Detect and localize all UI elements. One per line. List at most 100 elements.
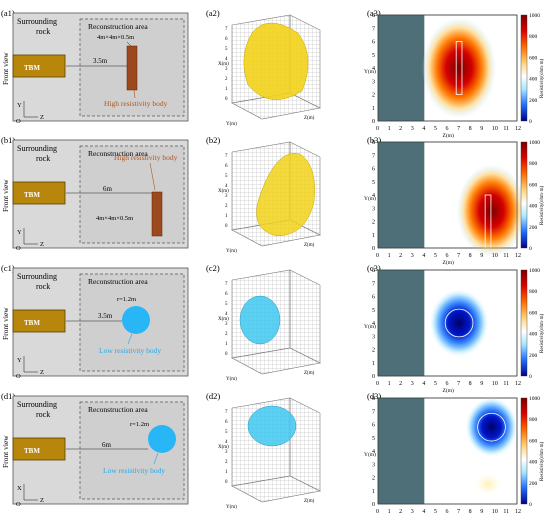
tbm-label: TBM [24, 447, 40, 455]
slice-ytick: 2 [372, 348, 375, 354]
body-label: Low resistivity body [103, 466, 165, 475]
leader-line [149, 162, 156, 191]
slice-xtick: 2 [399, 126, 402, 132]
slice-ytick: 6 [372, 423, 375, 429]
colorbar [520, 269, 528, 377]
slice-ytick: 8 [372, 268, 375, 274]
anomaly [428, 288, 490, 358]
slice-ytick: 7 [372, 281, 375, 287]
slice-ytick: 5 [372, 308, 375, 314]
body-label: High resistivity body [104, 99, 168, 108]
colorbar-tick: 0 [529, 374, 532, 380]
cube-face [231, 475, 321, 503]
slice-ytick: 2 [372, 476, 375, 482]
tbm-block [12, 54, 66, 78]
anomaly-faint [471, 470, 505, 498]
volume-3d: X(m) Y(m) Z(m) 7 6 5 4 3 2 1 0 [218, 14, 321, 127]
colorbar [520, 397, 528, 505]
axis3d-tick: 0 [225, 224, 228, 229]
axis3d-tick: 7 [225, 410, 228, 415]
tbm-block [12, 437, 66, 461]
cube-face [231, 347, 321, 375]
true-body-outline [444, 308, 474, 338]
slice-ytick: 3 [372, 79, 375, 85]
slice-frame [377, 141, 518, 249]
axis3d-tick: 2 [225, 460, 228, 465]
colorbar-tick: 600 [529, 310, 538, 316]
tbm-region [378, 398, 425, 504]
surrounding-label: rock [36, 282, 50, 291]
slice-xtick: 3 [411, 509, 414, 513]
anomaly [456, 164, 527, 258]
slice-ytick: 8 [372, 140, 375, 146]
axis3d-tick: 3 [225, 322, 228, 327]
slice-xtick: 7 [457, 253, 460, 259]
axis3d-y-label: Y(m) [226, 377, 237, 382]
reconstruction-label: Reconstruction area [88, 149, 148, 158]
slice-xlabel: Z(m) [443, 387, 454, 394]
axis-label-v: Y [17, 357, 22, 364]
axis3d-tick: 4 [225, 312, 228, 317]
leader-line [127, 333, 133, 345]
slice-xtick: 4 [422, 381, 425, 387]
slice-ytick: 1 [372, 489, 375, 495]
slice-ytick: 6 [372, 40, 375, 46]
slice-ytick: 6 [372, 295, 375, 301]
axis3d-x-label: X(m) [218, 317, 229, 322]
colorbar-tick: 800 [529, 34, 538, 40]
slice-frame [377, 397, 518, 505]
axis3d-tick: 5 [225, 174, 228, 179]
anomaly [422, 17, 497, 119]
axis3d-z-label: Z(m) [304, 371, 315, 376]
reconstruction-label: Reconstruction area [88, 405, 148, 414]
front-view-label: Front view [1, 307, 10, 340]
panel-label: (b2) [206, 135, 220, 145]
slice-xtick: 10 [492, 509, 498, 513]
slice-xtick: 7 [457, 381, 460, 387]
colorbar [520, 14, 528, 122]
slice-ytick: 4 [372, 449, 375, 455]
distance-label: 6m [103, 185, 113, 193]
slice-ytick: 0 [372, 246, 375, 252]
colorbar-tick: 0 [529, 246, 532, 252]
volume-3d: X(m) Y(m) Z(m) 7 6 5 4 3 2 1 0 [218, 397, 321, 510]
body-label: Low resistivity body [99, 346, 161, 355]
axis3d-tick: 4 [225, 440, 228, 445]
axis3d-tick: 6 [225, 420, 228, 425]
slice-ytick: 3 [372, 206, 375, 212]
slice-ytick: 2 [372, 220, 375, 226]
volume-3d: X(m) Y(m) Z(m) 7 6 5 4 3 2 1 0 [218, 269, 321, 382]
colorbar-tick: 800 [529, 417, 538, 423]
high-resistivity-body [151, 191, 163, 237]
leader-line [153, 452, 159, 465]
leader-line [126, 41, 132, 47]
surrounding-label: rock [36, 154, 50, 163]
axis-origin: O [16, 118, 21, 125]
slice-xtick: 11 [503, 381, 509, 387]
axis3d-tick: 0 [225, 480, 228, 485]
reconstruction-area [79, 145, 185, 244]
front-view-label: Front view [1, 52, 10, 85]
slice-xtick: 12 [515, 381, 521, 387]
slice-ytick: 4 [372, 193, 375, 199]
slice-xtick: 5 [434, 126, 437, 132]
slice-xtick: 2 [399, 253, 402, 259]
slice-xtick: 9 [480, 253, 483, 259]
slice-xtick: 2 [399, 509, 402, 513]
anomaly [464, 396, 519, 458]
slice-xtick: 9 [480, 126, 483, 132]
panel-label: (c2) [206, 263, 220, 273]
slice-ytick: 8 [372, 13, 375, 19]
tbm-label: TBM [24, 64, 40, 72]
slice-ytick: 0 [372, 374, 375, 380]
slice-xtick: 0 [376, 126, 379, 132]
low-resistivity-body [148, 425, 176, 453]
axis-origin: O [16, 501, 21, 508]
surrounding-label: rock [36, 410, 50, 419]
slice-ytick: 1 [372, 106, 375, 112]
slice-xtick: 10 [492, 253, 498, 259]
